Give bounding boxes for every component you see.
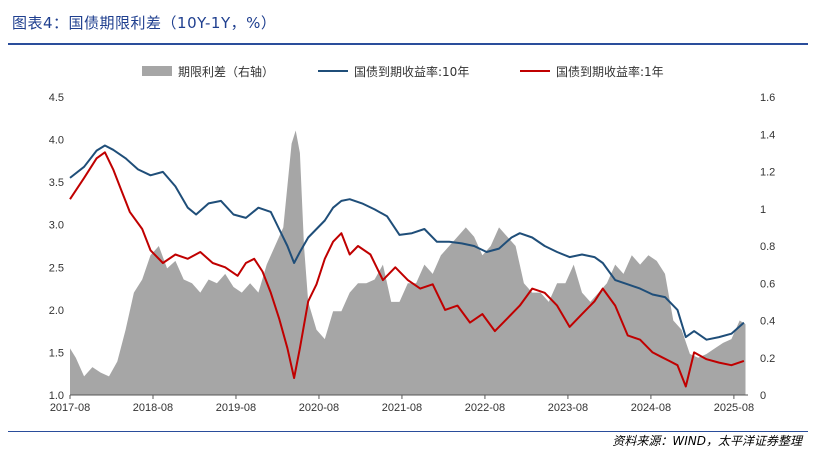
y-left-tick-label: 1.0	[49, 390, 64, 402]
y-right-tick-label: 0.2	[760, 353, 775, 365]
line-10y-yield	[69, 144, 745, 341]
y-left-tick-label: 2.0	[49, 305, 64, 317]
line-1y-yield	[69, 151, 745, 388]
x-tick-label: 2017-08	[50, 402, 90, 414]
legend-label: 国债到期收益率:10年	[354, 64, 469, 79]
axes: 2017-08 2018-08 2019-08 2020-08 2021-08 2022-…	[49, 92, 776, 414]
y-right-tick-label: 1	[760, 204, 766, 216]
y-left-tick-label: 3.0	[49, 220, 64, 232]
y-left-tick-label: 2.5	[49, 262, 64, 274]
y-right-tick-label: 1.2	[760, 167, 775, 179]
y-left-tick-label: 3.5	[49, 177, 64, 189]
x-tick-label: 2018-08	[133, 402, 173, 414]
y-right-tick-label: 0.6	[760, 278, 775, 290]
x-tick-label: 2023-08	[548, 402, 588, 414]
spread-area	[70, 130, 746, 395]
y-right-tick-label: 1.4	[760, 129, 775, 141]
y-right-tick-label: 0.4	[760, 316, 775, 328]
x-tick-label: 2025-08	[714, 402, 754, 414]
x-tick-label: 2019-08	[216, 402, 256, 414]
y-left-tick-label: 1.5	[49, 347, 64, 359]
x-tick-label: 2020-08	[299, 402, 339, 414]
title-bar: 图表4：国债期限利差（10Y-1Y，%）	[0, 0, 816, 45]
legend-label: 国债到期收益率:1年	[556, 64, 664, 79]
legend-label: 期限利差（右轴）	[178, 64, 274, 79]
y-right-tick-label: 0	[760, 390, 766, 402]
x-tick-label: 2024-08	[631, 402, 671, 414]
source-note: 资料来源：WIND，太平洋证券整理	[612, 434, 802, 448]
title-divider	[8, 43, 808, 45]
y-right-tick-label: 0.8	[760, 241, 775, 253]
x-tick-label: 2022-08	[465, 402, 505, 414]
y-right-tick-label: 1.6	[760, 92, 775, 104]
x-tick-label: 2021-08	[382, 402, 422, 414]
chart-title: 图表4：国债期限利差（10Y-1Y，%）	[12, 14, 277, 32]
legend-swatch-spread	[142, 66, 172, 76]
y-left-tick-label: 4.0	[49, 135, 64, 147]
legend: 期限利差（右轴） 国债到期收益率:10年 国债到期收益率:1年	[142, 64, 664, 79]
y-left-tick-label: 4.5	[49, 92, 64, 104]
plot-area	[69, 130, 746, 395]
footer-divider	[8, 431, 808, 432]
